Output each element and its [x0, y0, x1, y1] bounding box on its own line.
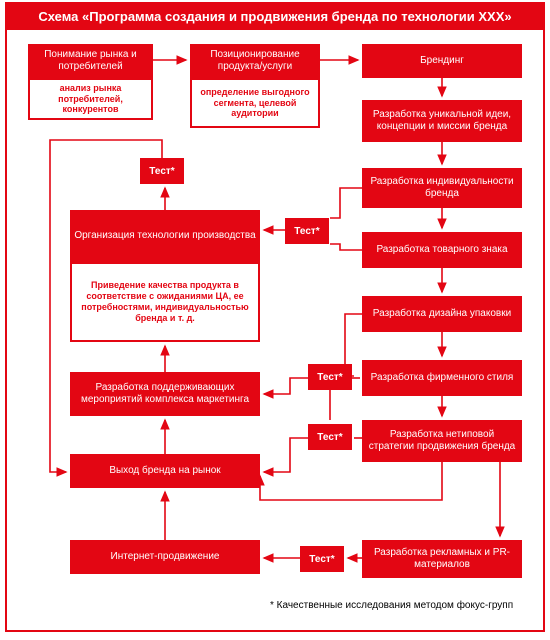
label: Разработка уникальной идеи, концепции и …	[366, 109, 518, 133]
box-understand-market-sub: анализ рынка потребителей, конкурентов	[28, 78, 153, 120]
label: Разработка фирменного стиля	[371, 372, 514, 384]
box-launch: Выход бренда на рынок	[70, 454, 260, 488]
test-box-3: Тест*	[308, 364, 352, 390]
label: Приведение качества продукта в соответст…	[76, 280, 254, 323]
box-understand-market: Понимание рынка и потребителей	[28, 44, 153, 78]
box-promotion-strategy: Разработка нетиповой стратегии продвижен…	[362, 420, 522, 462]
box-corporate-style: Разработка фирменного стиля	[362, 360, 522, 396]
title-bar: Схема «Программа создания и продвижения …	[5, 2, 545, 30]
label: Тест*	[317, 372, 342, 383]
box-organization: Организация технологии производства	[70, 210, 260, 262]
label: Тест*	[317, 432, 342, 443]
label: Организация технологии производства	[74, 230, 255, 242]
box-packaging: Разработка дизайна упаковки	[362, 296, 522, 332]
label: Тест*	[149, 166, 174, 177]
label: Разработка рекламных и PR-материалов	[366, 547, 518, 571]
test-box-1: Тест*	[140, 158, 184, 184]
box-unique-idea: Разработка уникальной идеи, концепции и …	[362, 100, 522, 142]
label: определение выгодного сегмента, целевой …	[196, 87, 314, 119]
box-positioning-sub: определение выгодного сегмента, целевой …	[190, 78, 320, 128]
title-text: Схема «Программа создания и продвижения …	[38, 9, 511, 24]
label: Понимание рынка и потребителей	[32, 49, 149, 73]
label: Разработка дизайна упаковки	[373, 308, 511, 320]
box-marketing: Разработка поддерживающих мероприятий ко…	[70, 372, 260, 416]
label: Разработка поддерживающих мероприятий ко…	[74, 382, 256, 406]
label: Разработка товарного знака	[376, 244, 507, 256]
box-internet: Интернет-продвижение	[70, 540, 260, 574]
label: Тест*	[294, 226, 319, 237]
box-organization-sub: Приведение качества продукта в соответст…	[70, 262, 260, 342]
diagram-canvas: Схема «Программа создания и продвижения …	[0, 0, 550, 640]
box-branding: Брендинг	[362, 44, 522, 78]
box-trademark: Разработка товарного знака	[362, 232, 522, 268]
label: анализ рынка потребителей, конкурентов	[34, 83, 147, 115]
box-positioning: Позиционирование продукта/услуги	[190, 44, 320, 78]
test-box-2: Тест*	[285, 218, 329, 244]
label: Брендинг	[420, 55, 464, 67]
label: Тест*	[309, 554, 334, 565]
box-pr-materials: Разработка рекламных и PR-материалов	[362, 540, 522, 578]
footnote: * Качественные исследования методом фоку…	[270, 600, 513, 611]
label: Позиционирование продукта/услуги	[194, 49, 316, 73]
box-individuality: Разработка индивидуальности бренда	[362, 168, 522, 208]
label: Выход бренда на рынок	[109, 465, 220, 477]
test-box-5: Тест*	[300, 546, 344, 572]
footnote-text: * Качественные исследования методом фоку…	[270, 600, 513, 611]
label: Разработка индивидуальности бренда	[366, 176, 518, 200]
label: Разработка нетиповой стратегии продвижен…	[366, 429, 518, 453]
label: Интернет-продвижение	[111, 551, 220, 563]
test-box-4: Тест*	[308, 424, 352, 450]
